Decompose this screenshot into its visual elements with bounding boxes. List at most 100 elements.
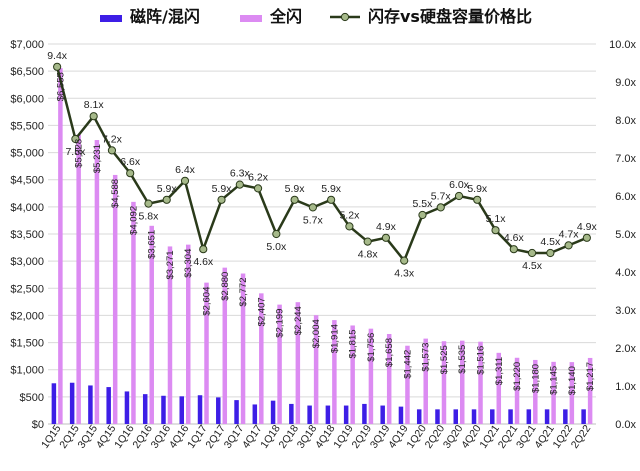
ratio-value-label: 4.6x [193, 256, 214, 268]
hdd-bar [526, 409, 532, 424]
ssd-bar [514, 357, 520, 424]
ratio-value-label: 6.0x [449, 179, 470, 191]
y-right-tick-label: 2.0x [615, 343, 636, 355]
hdd-bar [508, 409, 513, 424]
ratio-point [418, 210, 427, 220]
legend: 磁阵/混闪 全闪 闪存vs硬盘容量价格比 [100, 7, 532, 26]
ssd-bar [460, 340, 465, 424]
y-left-tick-label: $3,500 [10, 229, 44, 241]
hdd-bar [325, 405, 331, 424]
hdd-bar [362, 403, 367, 424]
ratio-point [327, 195, 336, 204]
ssd-value-label: $1,180 [530, 364, 541, 393]
ratio-point [235, 180, 244, 189]
ratio-point [89, 112, 98, 121]
y-left-tick-label: $2,500 [10, 283, 44, 295]
ssd-value-label: $1,516 [476, 346, 487, 375]
ratio-point [363, 237, 372, 246]
ratio-point [71, 134, 80, 144]
ssd-bar [405, 345, 410, 424]
ratio-value-label: 5.7x [431, 190, 452, 202]
ratio-value-label: 7.2x [102, 133, 123, 145]
ratio-point [509, 245, 518, 254]
ssd-value-label: $1,573 [421, 343, 432, 372]
ssd-value-label: $2,880 [220, 272, 231, 301]
ssd-value-label: $5,231 [92, 144, 103, 173]
y-right-tick-label: 8.0x [615, 115, 636, 127]
ratio-line-layer [53, 62, 591, 265]
hdd-bar [216, 397, 221, 424]
ratio-point [53, 62, 62, 71]
legend-label-ssd: 全闪 [269, 7, 302, 26]
ssd-bar [167, 246, 173, 424]
ratio-value-label: 4.3x [394, 268, 415, 280]
hdd-bar [51, 383, 57, 424]
ratio-point [272, 229, 281, 239]
ssd-bar [259, 293, 264, 424]
ratio-value-label: 5.9x [285, 183, 306, 195]
legend-label-hdd: 磁阵/混闪 [130, 7, 200, 26]
ssd-value-label: $1,140 [567, 366, 578, 395]
y-left-tick-label: $2,000 [10, 310, 44, 322]
ratio-value-label: 6.3x [230, 168, 251, 180]
ssd-value-label: $1,535 [457, 345, 468, 374]
ratio-point [454, 191, 464, 201]
hdd-bar [124, 391, 130, 424]
ssd-value-label: $1,311 [494, 357, 505, 385]
hdd-bar [581, 409, 586, 424]
ssd-bar [332, 320, 337, 424]
hdd-bar [563, 409, 568, 424]
ratio-point [126, 169, 135, 178]
ratio-value-label: 8.1x [84, 99, 105, 111]
y-left-tick-label: $6,500 [10, 66, 44, 78]
ssd-value-label: $4,588 [110, 179, 121, 208]
ratio-value-label: 4.6x [504, 232, 525, 244]
y-left-tick-label: $6,000 [10, 93, 44, 105]
ratio-point [491, 226, 500, 235]
hdd-bar [161, 395, 166, 424]
ssd-value-label: $2,604 [202, 287, 213, 316]
hdd-bar [471, 409, 477, 424]
hdd-bar [142, 394, 148, 424]
ratio-value-label: 6.6x [120, 156, 141, 168]
ssd-value-label: $1,658 [384, 338, 395, 367]
ssd-bar [295, 302, 301, 424]
hdd-bar [343, 405, 349, 424]
ssd-bar [186, 244, 191, 424]
ssd-bar [368, 328, 374, 424]
ratio-point [180, 176, 190, 185]
ssd-bar [587, 357, 593, 424]
ratio-point [381, 233, 391, 242]
ratio-point [345, 222, 354, 231]
y-left-tick-label: $1,000 [10, 365, 44, 377]
ssd-value-label: $4,092 [128, 206, 139, 235]
hdd-bar [453, 409, 458, 424]
gridlines [48, 43, 596, 425]
legend-swatch-ratio-marker [340, 12, 350, 22]
ssd-value-label: $2,004 [311, 319, 322, 348]
ratio-line [55, 66, 588, 262]
ratio-value-label: 5.5x [413, 198, 434, 210]
ssd-bar [569, 362, 575, 424]
y-left-tick-label: $0 [32, 419, 44, 431]
ssd-value-label: $1,217 [585, 362, 596, 391]
ssd-bar [149, 225, 154, 424]
ratio-point [436, 203, 445, 212]
ratio-point [582, 233, 591, 242]
ssd-bar [131, 201, 136, 424]
ratio-point [199, 245, 208, 254]
ratio-point [144, 199, 153, 208]
ssd-bar [441, 341, 447, 424]
ratio-point [473, 195, 482, 204]
ssd-bar [551, 361, 556, 424]
ratio-value-label: 4.7x [559, 228, 580, 240]
y-left-tick-label: $500 [20, 392, 44, 404]
ratio-point [290, 195, 299, 204]
hdd-bar [380, 405, 385, 424]
hdd-bar [69, 382, 75, 424]
ssd-value-label: $1,145 [549, 366, 560, 395]
x-tick-label: 2Q22 [569, 423, 594, 451]
ratio-point [253, 184, 263, 193]
